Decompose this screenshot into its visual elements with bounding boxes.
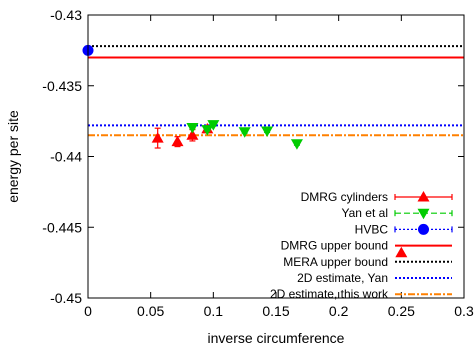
legend-label-yan-et-al: Yan et al xyxy=(342,206,388,220)
legend-label-2d-estimate-this-work: 2D estimate, this work xyxy=(270,287,389,301)
point-yan-et-al xyxy=(186,122,199,134)
data-points-group xyxy=(82,44,408,258)
x-tick-label: 0.15 xyxy=(262,303,289,319)
x-tick-label: 0.05 xyxy=(137,303,164,319)
y-tick-label: -0.445 xyxy=(42,219,82,235)
point-dmrg-cylinders xyxy=(151,132,164,143)
y-axis-label: energy per site xyxy=(5,110,21,203)
legend-label-hvbc: HVBC xyxy=(355,222,389,236)
x-tick-label: 0.2 xyxy=(329,303,349,319)
point-yan-et-al xyxy=(201,125,214,136)
x-tick-label: 0.25 xyxy=(388,303,415,319)
x-tick-label: 0.1 xyxy=(204,303,224,319)
y-tick-label: -0.43 xyxy=(50,7,82,23)
point-yan-et-al xyxy=(207,120,220,131)
y-tick-label: -0.435 xyxy=(42,78,82,94)
point-yan-et-al xyxy=(261,126,274,138)
legend-marker-hvbc xyxy=(418,223,429,235)
x-tick-label: 0 xyxy=(84,303,92,319)
legend-label-mera-upper-bound: MERA upper bound xyxy=(283,255,388,269)
point-dmrg-cylinders xyxy=(171,135,184,147)
legend-marker-yan-et-al xyxy=(417,208,430,220)
legend-label-2d-estimate-yan: 2D estimate, Yan xyxy=(297,271,388,285)
legend: DMRG cylinders Yan et al HVBC DMRG upper bo… xyxy=(270,190,453,301)
y-tick-label: -0.45 xyxy=(50,290,82,306)
x-tick-label: 0.3 xyxy=(454,303,474,319)
point-dmrg-cylinders xyxy=(395,246,408,258)
y-tick-label: -0.44 xyxy=(50,149,82,165)
x-axis-label: inverse circumference xyxy=(208,330,345,346)
legend-label-dmrg-upper-bound: DMRG upper bound xyxy=(281,239,388,253)
legend-label-dmrg-cylinders: DMRG cylinders xyxy=(301,190,388,204)
point-yan-et-al xyxy=(290,139,303,150)
legend-marker-dmrg-cylinders xyxy=(417,191,430,202)
point-yan-et-al xyxy=(238,127,251,138)
point-dmrg-cylinders xyxy=(186,129,199,140)
reference-lines-group xyxy=(88,45,464,137)
axes-group: 0 0.05 0.1 0.15 0.2 0.25 0.3 -0.43 -0.435 -0.44 -0… xyxy=(42,7,474,319)
